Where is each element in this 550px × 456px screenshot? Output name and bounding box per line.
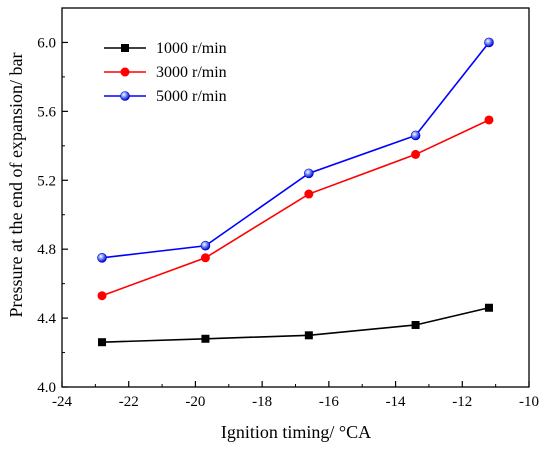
data-point <box>201 334 210 343</box>
data-point <box>304 331 313 340</box>
data-point <box>200 253 210 263</box>
x-tick-label: -20 <box>185 394 205 410</box>
y-tick-label: 4.4 <box>37 311 56 327</box>
data-point <box>98 338 107 347</box>
series-1000-r-min <box>98 303 493 347</box>
data-point <box>304 189 314 199</box>
axis-ticks: -24 -22 -20 -18 -16 -14 -12 -10 4.0 4.4 4.8 5.2 5.6 6… <box>37 35 539 410</box>
x-axis-title: Ignition timing/ °CA <box>221 422 371 442</box>
data-point <box>411 149 421 159</box>
series-3000-r-min <box>97 115 494 301</box>
data-point <box>484 37 494 48</box>
data-point <box>121 44 129 52</box>
data-point <box>484 115 494 125</box>
data-point <box>97 291 107 301</box>
data-point <box>484 303 493 312</box>
x-tick-label: -24 <box>52 394 72 410</box>
legend-item: 1000 r/min <box>104 40 227 57</box>
legend-label: 3000 r/min <box>156 64 227 81</box>
legend: 1000 r/min 3000 r/min 5000 r/min <box>104 40 227 105</box>
x-tick-label: -10 <box>519 394 539 410</box>
legend-item: 5000 r/min <box>104 88 227 105</box>
y-axis-title: Pressure at the end of expansion/ bar <box>6 53 26 318</box>
data-point <box>304 168 314 179</box>
series-line <box>101 119 490 297</box>
plot-border <box>61 7 530 388</box>
y-tick-label: 4.8 <box>37 242 56 258</box>
data-series <box>97 37 494 347</box>
x-tick-label: -22 <box>119 394 139 410</box>
x-tick-label: -12 <box>452 394 472 410</box>
legend-label: 1000 r/min <box>156 40 227 57</box>
plot-frame <box>61 7 530 388</box>
data-point <box>120 91 130 101</box>
series-5000-r-min <box>97 37 494 263</box>
data-point <box>97 252 107 263</box>
y-tick-label: 4.0 <box>37 380 56 396</box>
x-tick-label: -18 <box>252 394 272 410</box>
legend-item: 3000 r/min <box>104 64 227 81</box>
series-line <box>102 306 490 344</box>
y-tick-label: 5.2 <box>37 173 56 189</box>
y-tick-label: 6.0 <box>37 35 56 51</box>
y-tick-label: 5.6 <box>37 104 56 120</box>
data-point <box>120 67 130 77</box>
data-point <box>200 240 211 251</box>
data-point <box>410 130 421 141</box>
legend-label: 5000 r/min <box>156 88 227 105</box>
x-tick-label: -14 <box>386 394 406 410</box>
data-point <box>411 320 420 329</box>
x-tick-label: -16 <box>319 394 339 410</box>
